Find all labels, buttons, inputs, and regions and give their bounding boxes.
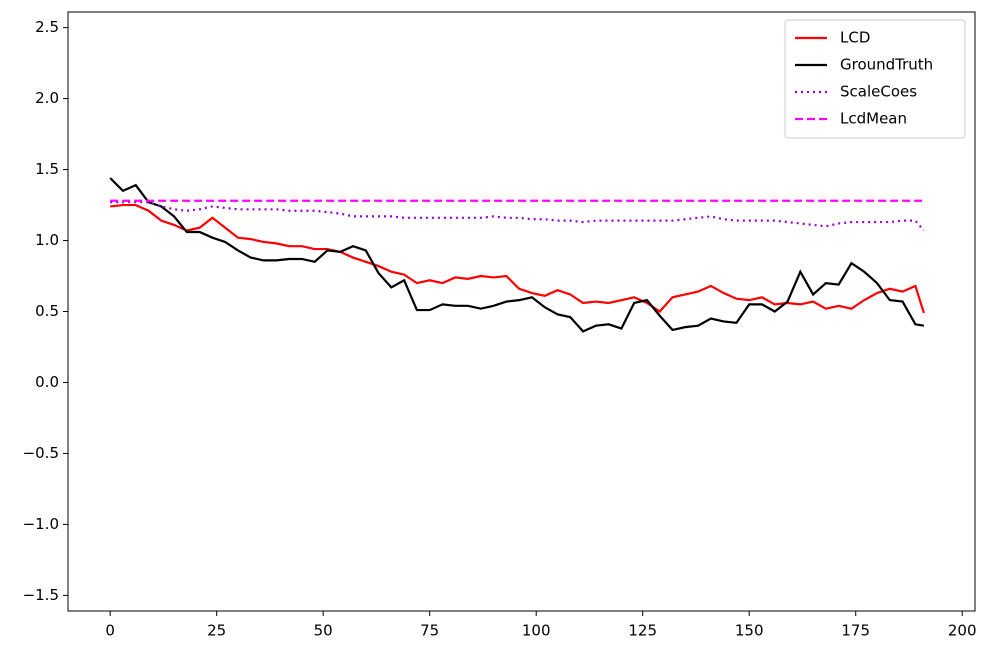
y-tick-label: 0.0 [35,373,59,391]
series-line [110,201,925,232]
y-tick-label: −1.0 [23,515,59,533]
x-tick-label: 125 [628,622,657,640]
series-line [110,203,925,314]
x-tick-label: 175 [841,622,870,640]
y-tick-label: 2.5 [35,18,59,36]
series-line [109,177,925,333]
x-tick-label: 200 [948,622,977,640]
x-tick-label: 50 [314,622,333,640]
y-tick-label: −0.5 [23,444,59,462]
y-tick-label: 2.0 [35,89,59,107]
legend-label: LcdMean [840,110,907,128]
x-tick-label: 75 [420,622,439,640]
y-tick-label: 0.5 [35,302,59,320]
x-tick-label: 100 [522,622,551,640]
x-tick-label: 150 [735,622,764,640]
y-tick-label: 1.0 [35,231,59,249]
legend-label: ScaleCoes [840,83,917,101]
x-tick-label: 0 [105,622,115,640]
legend-label: LCD [840,29,870,47]
legend-box [784,19,966,139]
y-tick-label: −1.5 [23,586,59,604]
legend-label: GroundTruth [840,56,933,74]
x-tick-label: 25 [207,622,226,640]
plot-frame [67,11,976,612]
y-tick-label: 1.5 [35,160,59,178]
